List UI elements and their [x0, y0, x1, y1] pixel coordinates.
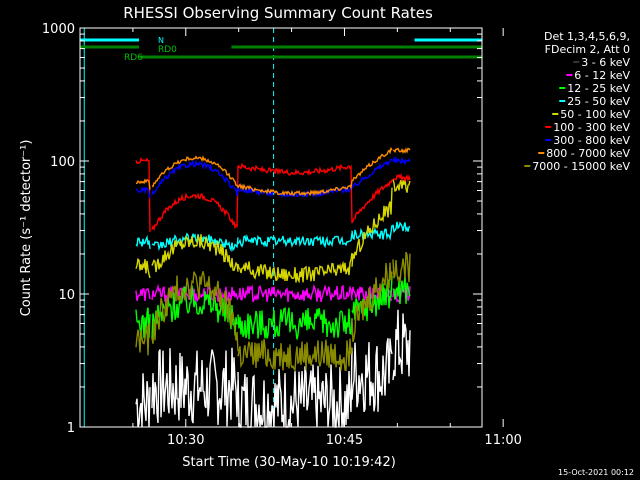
series-trace — [151, 158, 239, 197]
series-trace — [351, 146, 393, 182]
timestamp: 15-Oct-2021 00:12 — [558, 468, 634, 477]
series-trace — [351, 158, 393, 189]
series-trace — [135, 156, 151, 233]
x-tick-label: 10:45 — [326, 433, 363, 448]
series-trace — [237, 338, 353, 372]
series-trace — [237, 252, 353, 284]
series-trace — [135, 178, 151, 190]
marker-label-rd0: RD0 — [158, 45, 177, 55]
series-trace — [351, 338, 393, 413]
chart-title: RHESSI Observing Summary Count Rates — [123, 4, 433, 22]
legend-entry: 3 - 6 keV — [581, 56, 630, 69]
series-trace — [237, 232, 353, 249]
series-trace — [237, 283, 353, 303]
x-axis-label: Start Time (30-May-10 10:19:42) — [182, 455, 396, 470]
y-tick-label: 1000 — [42, 22, 75, 37]
series-trace — [392, 221, 411, 234]
legend-entry: 6 - 12 keV — [574, 69, 630, 82]
series-trace — [135, 322, 151, 356]
series-trace — [351, 262, 393, 342]
series-trace — [392, 276, 411, 305]
legend-header: Det 1,3,4,5,6,9, — [544, 30, 630, 43]
series-trace — [135, 373, 151, 428]
legend-entry: 12 - 25 keV — [567, 82, 630, 95]
series-trace — [151, 165, 239, 232]
legend-entry: 50 - 100 keV — [560, 108, 630, 121]
series-trace — [151, 234, 239, 273]
series-trace — [392, 251, 411, 283]
legend-entry: 800 - 7000 keV — [546, 147, 630, 160]
y-tick-label: 10 — [58, 288, 75, 303]
series-trace — [351, 275, 393, 322]
series-trace — [392, 309, 411, 381]
series-trace — [392, 178, 411, 193]
legend-entry: 100 - 300 keV — [553, 121, 630, 134]
series-trace — [392, 172, 411, 183]
y-tick-label: 1 — [67, 421, 75, 436]
x-tick-label: 10:30 — [167, 433, 204, 448]
marker-label-rd6: RD6 — [124, 53, 143, 63]
marker-label-n: N — [158, 36, 164, 45]
series-trace — [151, 271, 239, 352]
series-trace — [135, 287, 151, 302]
legend-entry: 7000 - 15000 keV — [532, 160, 630, 173]
legend-entry: 25 - 50 keV — [567, 95, 630, 108]
y-axis-label: Count Rate (s⁻¹ detector⁻¹) — [19, 140, 34, 317]
legend-header: FDecim 2, Att 0 — [545, 43, 630, 56]
series-trace — [351, 179, 393, 223]
y-tick-label: 100 — [50, 155, 75, 170]
legend-entry: 300 - 800 keV — [553, 134, 630, 147]
series-trace — [151, 347, 239, 427]
legend: Det 1,3,4,5,6,9,FDecim 2, Att 03 - 6 keV… — [524, 30, 630, 173]
series-trace — [237, 180, 353, 197]
series-trace — [237, 184, 353, 199]
series-trace — [135, 257, 151, 279]
series-trace — [151, 232, 239, 253]
series-trace — [392, 155, 411, 166]
series-trace — [135, 234, 151, 249]
series-trace — [135, 307, 151, 339]
series-trace — [237, 162, 353, 224]
plot-frame — [79, 27, 483, 428]
series-trace — [237, 307, 353, 340]
series-trace — [151, 155, 239, 188]
series-trace — [351, 225, 393, 241]
series-trace — [351, 187, 393, 267]
series-trace — [135, 186, 151, 199]
series-trace — [393, 147, 411, 154]
x-tick-label: 11:00 — [484, 433, 521, 448]
